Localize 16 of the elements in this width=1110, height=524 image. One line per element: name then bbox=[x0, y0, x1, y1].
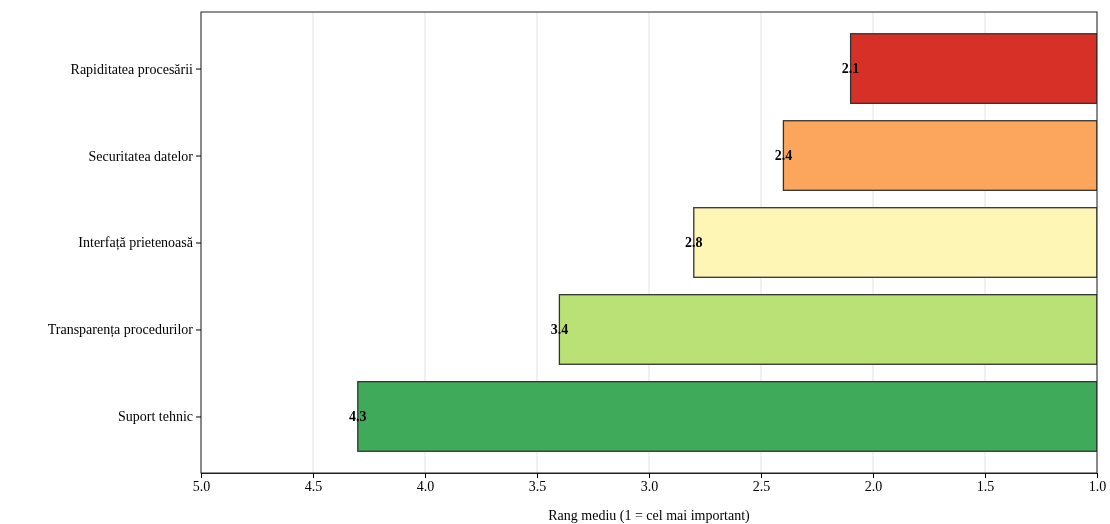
x-tick-label: 5.0 bbox=[192, 478, 211, 494]
x-tick-label: 1.5 bbox=[976, 478, 995, 494]
y-tick-label: Rapiditatea procesării bbox=[70, 61, 194, 77]
y-tick-label: Securitatea datelor bbox=[88, 148, 194, 164]
x-tick-label: 3.0 bbox=[640, 478, 659, 494]
x-tick-label: 1.0 bbox=[1088, 478, 1107, 494]
x-tick-label: 2.5 bbox=[752, 478, 771, 494]
x-axis-title: Rang mediu (1 = cel mai important) bbox=[548, 508, 751, 524]
data-label: 2.1 bbox=[841, 61, 860, 77]
y-tick-label: Suport tehnic bbox=[117, 409, 193, 425]
y-tick-label: Interfață prietenoasă bbox=[78, 235, 194, 252]
x-tick-label: 4.0 bbox=[416, 478, 435, 494]
x-tick-label: 4.5 bbox=[304, 478, 323, 494]
x-tick-label: 3.5 bbox=[528, 478, 547, 494]
x-tick-label: 2.0 bbox=[864, 478, 883, 494]
y-tick-label: Transparența procedurilor bbox=[47, 322, 194, 339]
